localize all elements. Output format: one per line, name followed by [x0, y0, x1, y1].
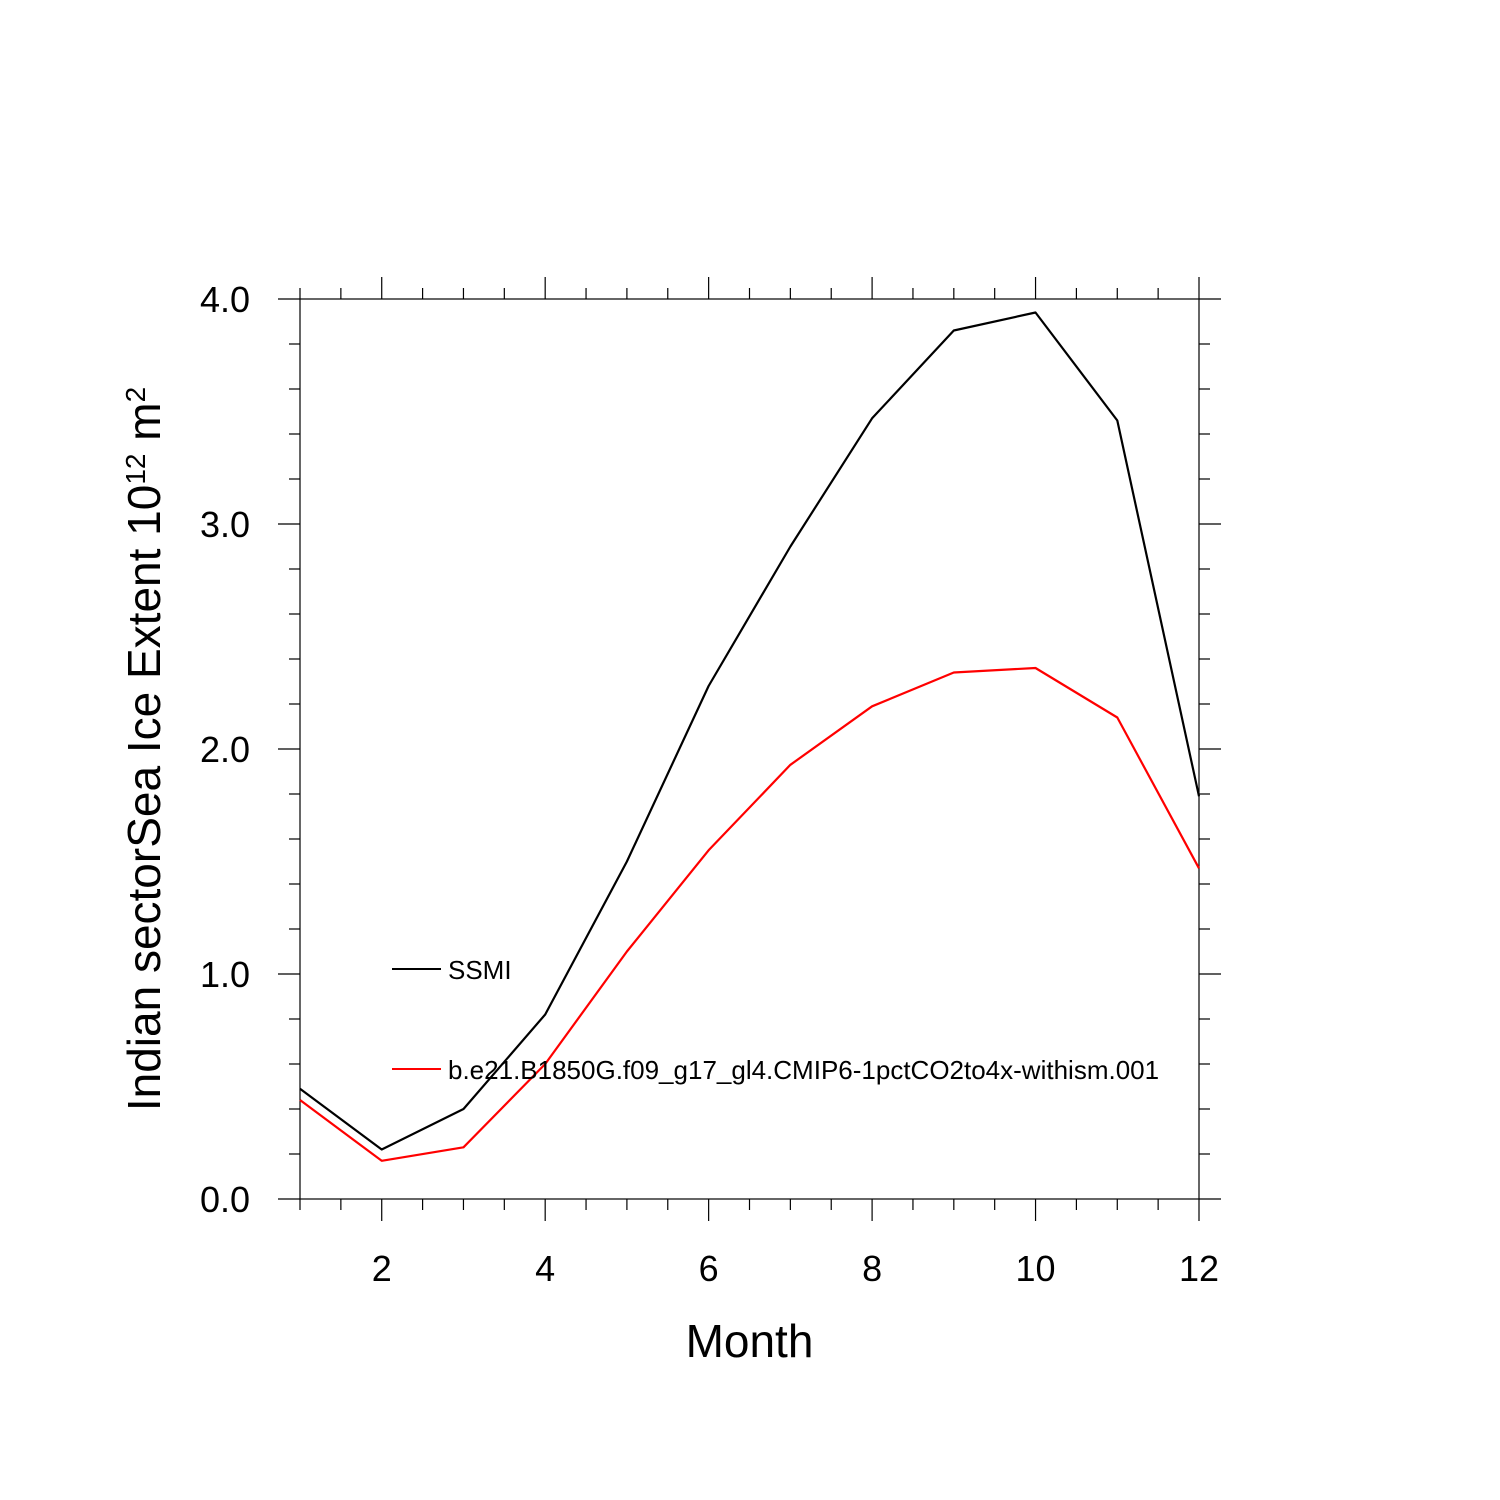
y-tick-label: 4.0: [200, 279, 250, 320]
x-tick-label: 10: [1016, 1248, 1056, 1289]
y-axis-title-exponent: 12: [120, 454, 151, 485]
y-tick-label: 1.0: [200, 954, 250, 995]
x-tick-label: 8: [862, 1248, 882, 1289]
y-axis-title-main: Indian sectorSea Ice Extent 10: [118, 485, 170, 1112]
x-tick-label: 2: [372, 1248, 392, 1289]
y-tick-label: 3.0: [200, 504, 250, 545]
plot-frame: [299, 298, 1200, 1200]
series-lines: [299, 311, 1201, 1162]
x-tick-label: 4: [535, 1248, 555, 1289]
y-tick-label: 2.0: [200, 729, 250, 770]
x-tick-label: 12: [1179, 1248, 1219, 1289]
x-tick-label: 6: [699, 1248, 719, 1289]
tick-labels: 2 4 6 8 10 12 0.0 1.0 2.0 3.0 4.0: [200, 279, 1219, 1289]
legend-label-model: b.e21.B1850G.f09_g17_gl4.CMIP6-1pctCO2to…: [448, 1055, 1159, 1085]
y-tick-label: 0.0: [200, 1179, 250, 1220]
x-axis-title: Month: [686, 1315, 814, 1367]
y-axis-title-unit: m: [118, 402, 170, 453]
y-axis-title-unit-exponent: 2: [120, 387, 151, 403]
axis-ticks: [278, 277, 1221, 1221]
series-line-ssmi: [299, 311, 1201, 1151]
y-axis-title: Indian sectorSea Ice Extent 1012 m2: [118, 387, 170, 1111]
series-line-model: [299, 666, 1200, 1162]
legend: SSMI b.e21.B1850G.f09_g17_gl4.CMIP6-1pct…: [392, 955, 1159, 1085]
legend-label-ssmi: SSMI: [448, 955, 512, 985]
